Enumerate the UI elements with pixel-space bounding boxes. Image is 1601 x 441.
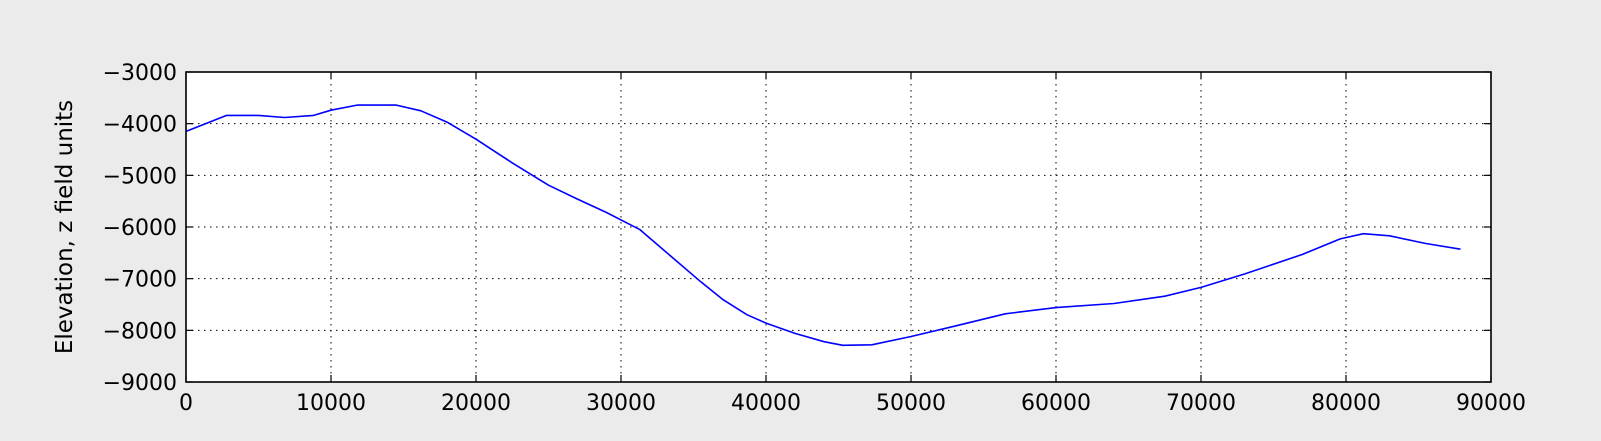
series-layer (185, 104, 1461, 347)
plot-area (186, 72, 1491, 382)
x-tick-label: 40000 (731, 391, 801, 416)
y-tick-label: −3000 (103, 61, 177, 86)
x-tick-label: 0 (179, 391, 193, 416)
x-tick-label: 20000 (441, 391, 511, 416)
y-tick-label: −8000 (103, 319, 177, 344)
x-tick-label: 60000 (1021, 391, 1091, 416)
x-tick-label: 80000 (1311, 391, 1381, 416)
x-tick-label: 90000 (1456, 391, 1526, 416)
x-tick-label: 50000 (876, 391, 946, 416)
grid-lines (186, 72, 1491, 382)
y-tick-label: −7000 (103, 268, 177, 293)
x-tick-label: 70000 (1166, 391, 1236, 416)
plot-frame (185, 71, 1492, 383)
elevation-series-line (185, 104, 1461, 347)
y-axis-label: Elevation, z field units (52, 100, 78, 354)
y-tick-label: −5000 (103, 164, 177, 189)
x-tick-labels: 0 10000 20000 30000 40000 50000 60000 70000 8000… (179, 391, 1526, 416)
x-tick-label: 10000 (296, 391, 366, 416)
y-tick-labels: −3000 −4000 −5000 −6000 −7000 −8000 −9000 (103, 61, 177, 396)
y-tick-label: −9000 (103, 371, 177, 396)
y-tick-label: −6000 (103, 216, 177, 241)
y-tick-label: −4000 (103, 113, 177, 138)
x-tick-label: 30000 (586, 391, 656, 416)
